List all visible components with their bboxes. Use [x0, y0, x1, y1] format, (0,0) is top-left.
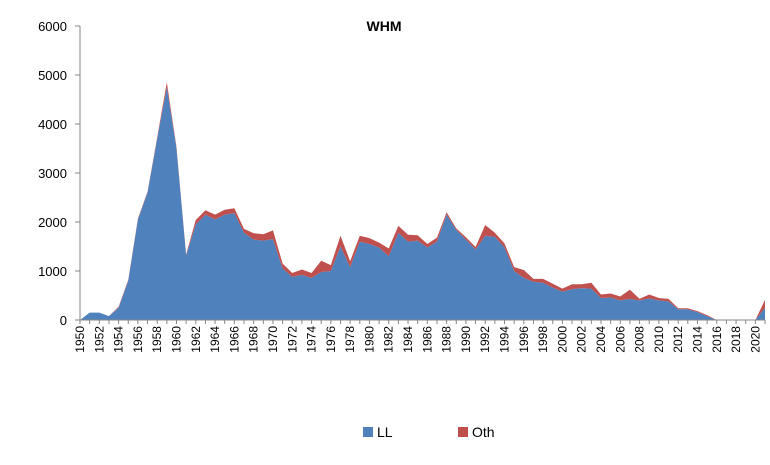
x-tick-label: 1976	[324, 326, 338, 353]
x-tick-label: 1990	[459, 326, 473, 353]
x-tick-label: 1962	[189, 326, 203, 353]
x-tick-label: 2006	[613, 326, 627, 353]
x-tick-labels: 1950 1952 1954 1956 1958 1960 1962 1964 1966 1968…	[73, 326, 762, 353]
x-tick-label: 1964	[208, 326, 222, 353]
y-tick-label: 3000	[38, 166, 67, 181]
x-tick-label: 2018	[729, 326, 743, 353]
chart-title: WHM	[367, 18, 402, 34]
x-tick-label: 2014	[690, 326, 704, 353]
legend: LL Oth	[363, 424, 495, 440]
x-tick-label: 1956	[131, 326, 145, 353]
x-tick-label: 2010	[652, 326, 666, 353]
x-tick-label: 1978	[343, 326, 357, 353]
x-tick-label: 1992	[478, 326, 492, 353]
x-tick-label: 1998	[536, 326, 550, 353]
legend-label-oth: Oth	[472, 424, 495, 440]
x-tick-label: 2000	[555, 326, 569, 353]
legend-swatch-ll	[363, 427, 373, 437]
x-tick-label: 1966	[227, 326, 241, 353]
x-tick-label: 2020	[748, 326, 762, 353]
x-tick-label: 1984	[401, 326, 415, 353]
y-tick-label: 5000	[38, 68, 67, 83]
x-tick-label: 1954	[112, 326, 126, 353]
legend-label-ll: LL	[377, 424, 393, 440]
y-tick-label: 0	[60, 313, 67, 328]
x-tick-label: 2008	[633, 326, 647, 353]
y-tick-label: 6000	[38, 19, 67, 34]
x-tick-label: 1972	[285, 326, 299, 353]
x-tick-label: 1996	[517, 326, 531, 353]
x-tick-label: 1970	[266, 326, 280, 353]
x-tick-label: 2002	[575, 326, 589, 353]
x-tick-label: 1980	[362, 326, 376, 353]
x-tick-label: 2012	[671, 326, 685, 353]
x-tick-label: 1952	[92, 326, 106, 353]
y-tick-label: 4000	[38, 117, 67, 132]
x-tick-label: 1986	[420, 326, 434, 353]
axes	[75, 25, 766, 324]
x-tick-label: 1988	[440, 326, 454, 353]
y-tick-label: 1000	[38, 264, 67, 279]
y-tick-label: 2000	[38, 215, 67, 230]
area-series-ll	[80, 87, 765, 320]
x-tick-label: 2016	[710, 326, 724, 353]
x-tick-label: 1994	[498, 326, 512, 353]
x-tick-label: 1960	[169, 326, 183, 353]
area-layers	[80, 82, 765, 320]
x-tick-label: 2004	[594, 326, 608, 353]
x-tick-label: 1982	[382, 326, 396, 353]
legend-swatch-oth	[458, 427, 468, 437]
x-tick-label: 1950	[73, 326, 87, 353]
x-tick-label: 1974	[305, 326, 319, 353]
y-tick-labels: 0 1000 2000 3000 4000 5000 6000	[38, 19, 67, 328]
x-tick-label: 1958	[150, 326, 164, 353]
x-tick-label: 1968	[247, 326, 261, 353]
